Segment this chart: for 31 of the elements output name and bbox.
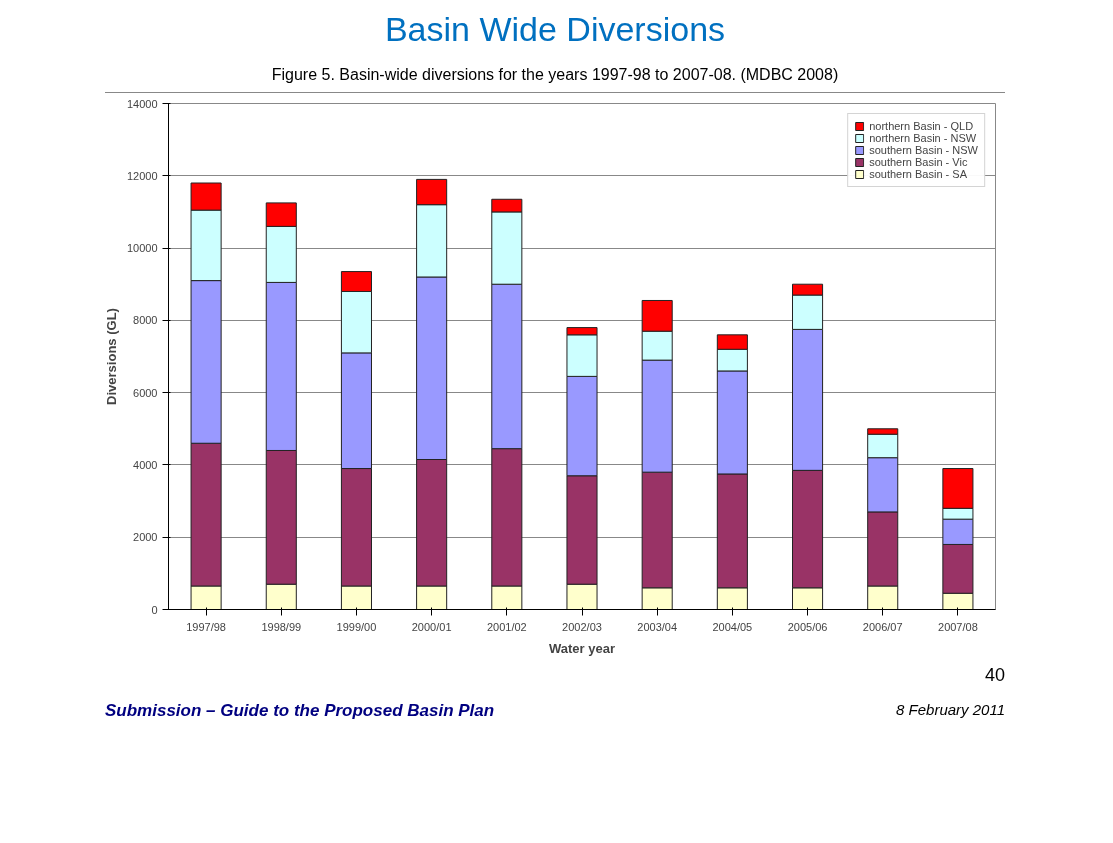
y-tick-label: 12000 [126,170,158,183]
text: 40 [984,664,1005,688]
legend-label: southern Basin - NSW [869,144,978,157]
x-tick-label: 2004/05 [712,620,753,633]
y-tick-label: 10000 [126,242,158,255]
x-tick-label: 2005/06 [787,620,828,633]
y-tick-label: 8000 [133,314,158,327]
x-tick-label: 1999/00 [336,620,377,633]
legend-label: southern Basin - SA [869,168,968,181]
x-tick-label: 1997/98 [186,620,226,633]
x-tick-label: 2006/07 [862,620,903,633]
text: Submission – Guide to the Proposed Basin Plan [105,700,495,723]
x-tick-label: 1998/99 [261,620,302,633]
y-tick-label: 0 [151,603,158,616]
chart-title: Basin Wide Diversions [384,9,726,50]
legend-label: southern Basin - Vic [869,156,968,169]
x-tick-label: 2007/08 [938,620,978,633]
chart-subtitle: Figure 5. Basin-wide diversions for the years 1997-98 to 2007-08. (MDBC 2008) [271,64,839,85]
x-tick-label: 2003/04 [637,620,678,633]
y-tick-label: 14000 [126,97,158,110]
text: 8 February 2011 [896,700,1005,721]
legend-label: northern Basin - QLD [869,120,974,133]
y-axis-title: Diversions (GL) [103,308,119,406]
y-tick-label: 6000 [133,387,158,400]
x-tick-label: 2002/03 [562,620,602,633]
y-tick-label: 2000 [133,531,158,544]
x-tick-label: 2000/01 [411,620,452,633]
x-tick-label: 2001/02 [486,620,527,633]
legend-label: northern Basin - NSW [869,132,977,145]
x-axis-title: Water year [549,640,615,656]
y-tick-label: 4000 [133,459,158,472]
